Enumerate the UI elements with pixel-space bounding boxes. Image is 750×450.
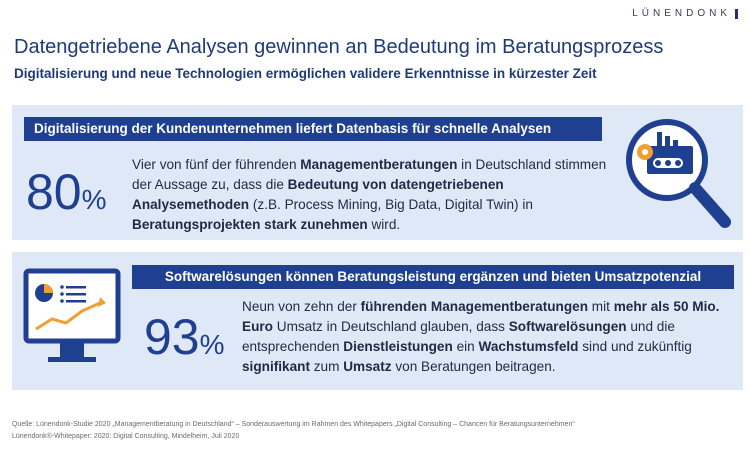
body-text-run: wird. [367,217,401,232]
page-subtitle: Digitalisierung und neue Technologien er… [14,66,597,81]
monitor-chart-icon [23,268,121,362]
emphasis-text: mehr als 50 Mio. Euro [242,299,720,334]
footer-source: Quelle: Lünendonk-Studie 2020 „Managemen… [12,421,575,428]
emphasis-text: Bedeutung von datengetriebenen Analyseme… [132,177,504,212]
body-text-run: zum [309,359,344,374]
emphasis-text: Wachstumsfeld [478,339,579,354]
stat-percent: % [81,184,107,215]
emphasis-text: Dienstleistungen [343,339,453,354]
body-text-run: Neun von zehn der [242,299,361,314]
magnifier-factory-icon [626,119,731,228]
insight-panel-digitalisierung: Digitalisierung der Kundenunternehmen li… [12,105,743,240]
body-text-run: sind und zukünftig [578,339,692,354]
emphasis-text: Managementberatungen [300,157,458,172]
panel-text: Neun von zehn der führenden Managementbe… [242,297,737,377]
stat-number: 80 [26,164,82,220]
body-text-run: (z.B. Process Mining, Big Data, Digital … [249,197,533,212]
insight-panel-software: Softwarelösungen können Beratungsleistun… [12,252,743,390]
panel-text: Vier von fünf der führenden Managementbe… [132,155,612,235]
body-text-run: und die entsprechenden [242,319,675,354]
logo-bar [735,8,738,19]
footer-citation: Lünendonk®-Whitepaper: 2020: Digital Con… [12,433,240,440]
body-text-run: in Deutschland stimmen der Aussage zu, d… [132,157,607,192]
emphasis-text: Softwarelösungen [508,319,627,334]
stat-percent: % [199,329,225,360]
stat-value: 93% [144,308,225,366]
panel-banner: Softwarelösungen können Beratungsleistun… [132,265,734,289]
page-title: Datengetriebene Analysen gewinnen an Bed… [14,36,664,58]
brand-logo: LÜNENDONK [632,8,738,19]
stat-value: 80% [26,163,107,221]
body-text-run: von Beratungen beitragen. [391,359,556,374]
panel-banner: Digitalisierung der Kundenunternehmen li… [24,117,602,141]
body-text-run: Umsatz in Deutschland glauben, dass [272,319,509,334]
body-text-run: Vier von fünf der führenden [132,157,301,172]
body-text-run: mit [588,299,614,314]
emphasis-text: Beratungsprojekten stark zunehmen [132,217,368,232]
emphasis-text: führenden Managementberatungen [360,299,588,314]
stat-number: 93 [144,309,200,365]
emphasis-text: signifikant [242,359,310,374]
emphasis-text: Umsatz [343,359,392,374]
body-text-run: ein [452,339,479,354]
logo-text: LÜNENDONK [632,8,731,19]
